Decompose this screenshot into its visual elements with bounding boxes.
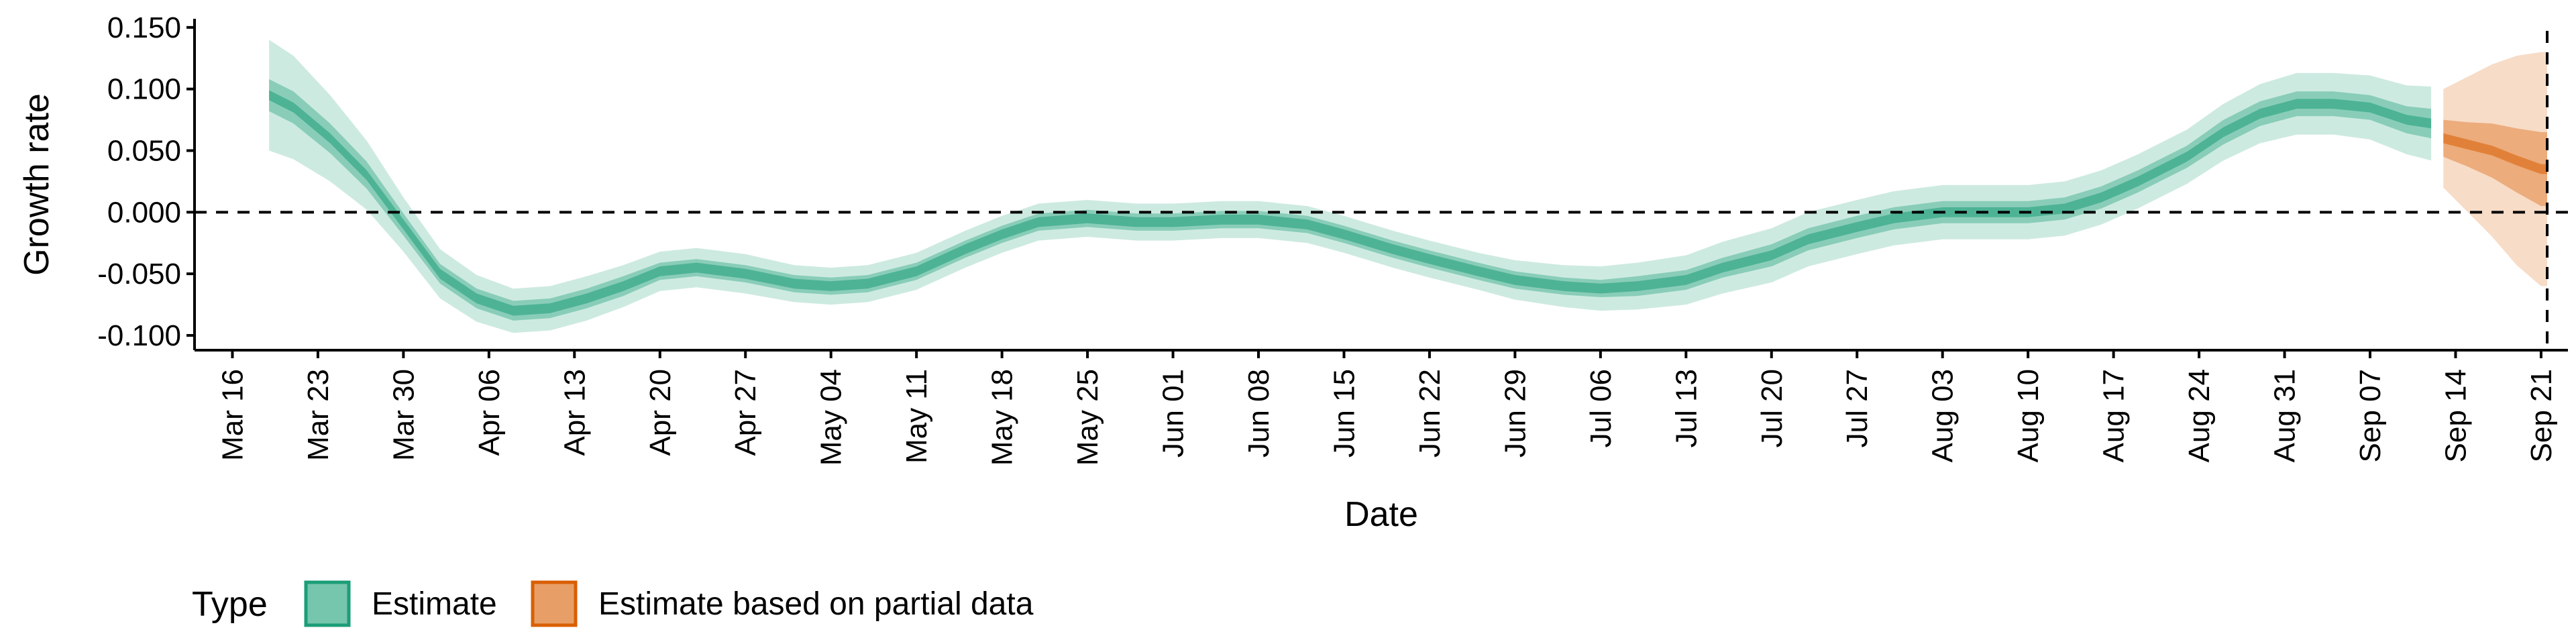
x-tick-label: Apr 20 — [644, 369, 677, 456]
x-tick-label: Mar 16 — [216, 369, 249, 461]
x-tick-label: May 04 — [815, 369, 848, 466]
x-tick-label: Jul 27 — [1841, 369, 1874, 447]
x-tick-label: Sep 21 — [2525, 369, 2558, 462]
x-tick-label: Jun 01 — [1157, 369, 1190, 458]
x-tick-label: Jun 22 — [1413, 369, 1446, 458]
x-tick-label: Jul 13 — [1670, 369, 1703, 447]
legend-title: Type — [192, 585, 268, 624]
x-tick-label: May 18 — [986, 369, 1019, 466]
x-tick-label: Jul 20 — [1756, 369, 1788, 447]
x-tick-label: Apr 13 — [558, 369, 591, 456]
x-tick-label: Apr 06 — [473, 369, 506, 456]
y-tick-label: -0.100 — [97, 319, 181, 352]
x-tick-label: Jul 06 — [1585, 369, 1617, 447]
y-tick-label: 0.100 — [107, 73, 181, 106]
x-tick-label: Sep 07 — [2354, 369, 2387, 462]
x-tick-label: Jun 08 — [1242, 369, 1275, 458]
legend: Type Estimate Estimate based on partial d… — [192, 582, 1034, 625]
legend-label-2: Estimate based on partial data — [598, 586, 1034, 622]
y-tick-label: -0.050 — [97, 258, 181, 290]
x-tick-label: Apr 27 — [729, 369, 762, 456]
x-tick-label: Aug 10 — [2012, 369, 2045, 462]
x-tick-label: Mar 30 — [387, 369, 420, 461]
x-tick-label: May 11 — [900, 369, 933, 464]
x-tick-label: May 25 — [1071, 369, 1104, 466]
x-tick-label: Aug 17 — [2098, 369, 2131, 462]
y-tick-label: 0.150 — [107, 11, 181, 44]
legend-key-1 — [306, 582, 349, 625]
legend-key-2 — [533, 582, 576, 625]
y-tick-label: 0.050 — [107, 134, 181, 167]
x-tick-label: Jun 15 — [1328, 369, 1360, 458]
legend-label-1: Estimate — [372, 586, 497, 622]
y-axis-title: Growth rate — [17, 93, 56, 276]
x-axis-title: Date — [1344, 495, 1418, 534]
y-tick-label: 0.000 — [107, 196, 181, 229]
x-tick-label: Jun 29 — [1499, 369, 1532, 458]
x-tick-label: Aug 24 — [2183, 369, 2216, 462]
uncertainty-bands — [269, 40, 2547, 333]
x-tick-label: Sep 14 — [2439, 369, 2472, 462]
x-tick-label: Aug 31 — [2269, 369, 2302, 462]
x-tick-label: Aug 03 — [1927, 369, 1960, 462]
x-tick-label: Mar 23 — [302, 369, 335, 461]
